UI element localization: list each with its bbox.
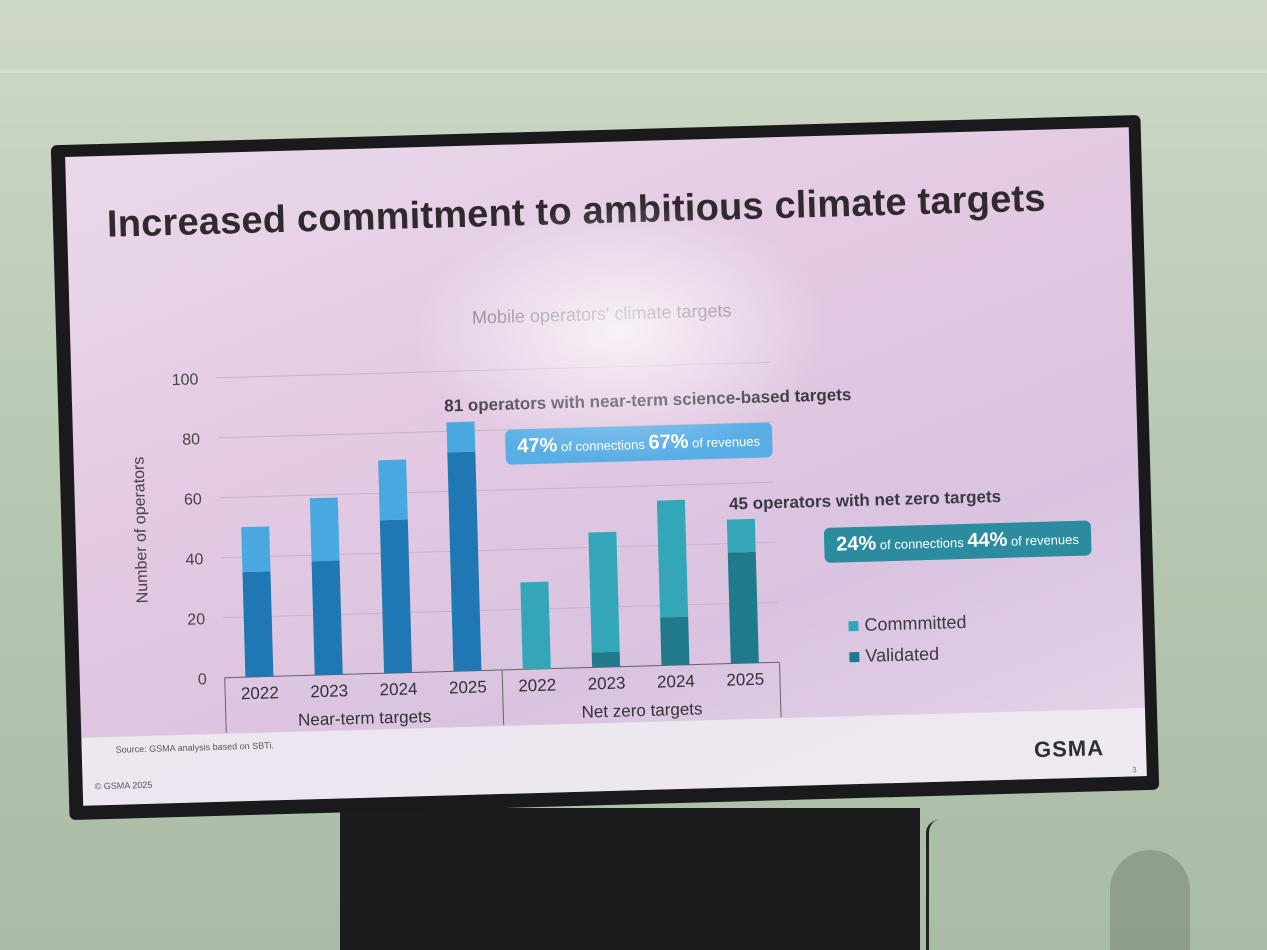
y-tick-label-60: 60	[184, 491, 202, 508]
legend-swatch-committed	[848, 620, 859, 631]
x-tick-label-g0-2024: 2024	[379, 679, 417, 699]
y-axis-label: Number of operators	[131, 456, 152, 603]
bar-validated-g0-2022	[242, 571, 274, 678]
copyright: © GSMA 2025	[94, 779, 153, 792]
bar-validated-g0-2023	[311, 560, 343, 676]
legend-item-validated: Validated	[849, 643, 968, 667]
x-tick-label-g1-2024: 2024	[657, 672, 695, 692]
y-tick-label-80: 80	[182, 431, 200, 448]
bar-committed-g1-2025	[726, 518, 756, 553]
legend-label-committed: Commmitted	[864, 611, 967, 635]
wall-line	[0, 70, 1267, 73]
bar-committed-g1-2023	[588, 531, 620, 653]
near-term-connections-pct: 47%	[517, 434, 558, 458]
net-zero-revenues-label: of revenues	[1007, 531, 1080, 549]
monitor: Increased commitment to ambitious climat…	[50, 114, 1160, 821]
x-tick-label-g0-2025: 2025	[449, 677, 487, 697]
monitor-stand	[340, 808, 920, 950]
bar-validated-g0-2025	[447, 451, 482, 672]
x-tick-label-g0-2022: 2022	[241, 683, 279, 703]
near-term-revenues-label: of revenues	[688, 433, 761, 451]
net-zero-stats-badge: 24% of connections 44% of revenues	[823, 520, 1092, 563]
legend-item-committed: Commmitted	[848, 612, 967, 636]
near-term-connections-label: of connections	[557, 436, 649, 455]
near-term-count: 81	[443, 395, 464, 416]
gridline-100	[216, 361, 772, 379]
bar-committed-g0-2022	[241, 526, 271, 573]
net-zero-revenues-pct: 44%	[966, 528, 1008, 552]
stacked-bar-chart: 0 20 40 60 80 100 Number of operators 2022 2023 2…	[131, 361, 782, 733]
y-tick-label-100: 100	[171, 371, 198, 389]
bar-committed-g0-2023	[309, 497, 340, 562]
x-tick-label-g0-2023: 2023	[310, 681, 348, 701]
bar-validated-g1-2025	[727, 551, 759, 664]
bar-committed-g1-2024	[656, 499, 689, 618]
bar-validated-g1-2023	[591, 651, 621, 668]
x-tick-label-g1-2023: 2023	[587, 674, 625, 694]
bar-committed-g0-2024	[378, 459, 408, 521]
gridline-60	[219, 481, 775, 499]
bar-validated-g1-2024	[660, 616, 690, 666]
legend-label-validated: Validated	[865, 643, 940, 666]
group-label-0: Near-term targets	[298, 707, 432, 730]
background-person	[1110, 850, 1190, 950]
group-label-1: Net zero targets	[581, 699, 702, 721]
bar-committed-g1-2022	[520, 581, 551, 670]
gsma-logo: GSMA	[1033, 735, 1105, 763]
group-separator-1	[501, 669, 505, 725]
x-tick-label-g1-2022: 2022	[518, 675, 556, 695]
bar-committed-g0-2025	[446, 421, 476, 453]
group-separator-end	[779, 662, 782, 718]
net-zero-connections-label: of connections	[876, 534, 968, 553]
source-note: Source: GSMA analysis based on SBTi.	[115, 740, 275, 755]
near-term-revenues-pct: 67%	[648, 430, 689, 454]
page-number: 3	[1132, 765, 1137, 775]
y-tick-label-40: 40	[185, 551, 203, 568]
gridline-40	[221, 541, 777, 559]
net-zero-connections-pct: 24%	[835, 532, 877, 556]
near-term-stats-badge: 47% of connections 67% of revenues	[504, 422, 773, 465]
group-separator-0	[224, 677, 227, 733]
chart-legend: Commmitted Validated	[848, 612, 968, 677]
x-tick-label-g1-2025: 2025	[726, 670, 764, 690]
bar-validated-g0-2024	[379, 519, 413, 674]
legend-swatch-validated	[849, 651, 860, 662]
presentation-slide: Increased commitment to ambitious climat…	[65, 127, 1147, 806]
y-tick-label-0: 0	[198, 671, 207, 688]
gridline-20	[223, 601, 778, 619]
monitor-cable	[926, 820, 939, 950]
y-tick-label-20: 20	[187, 611, 205, 628]
